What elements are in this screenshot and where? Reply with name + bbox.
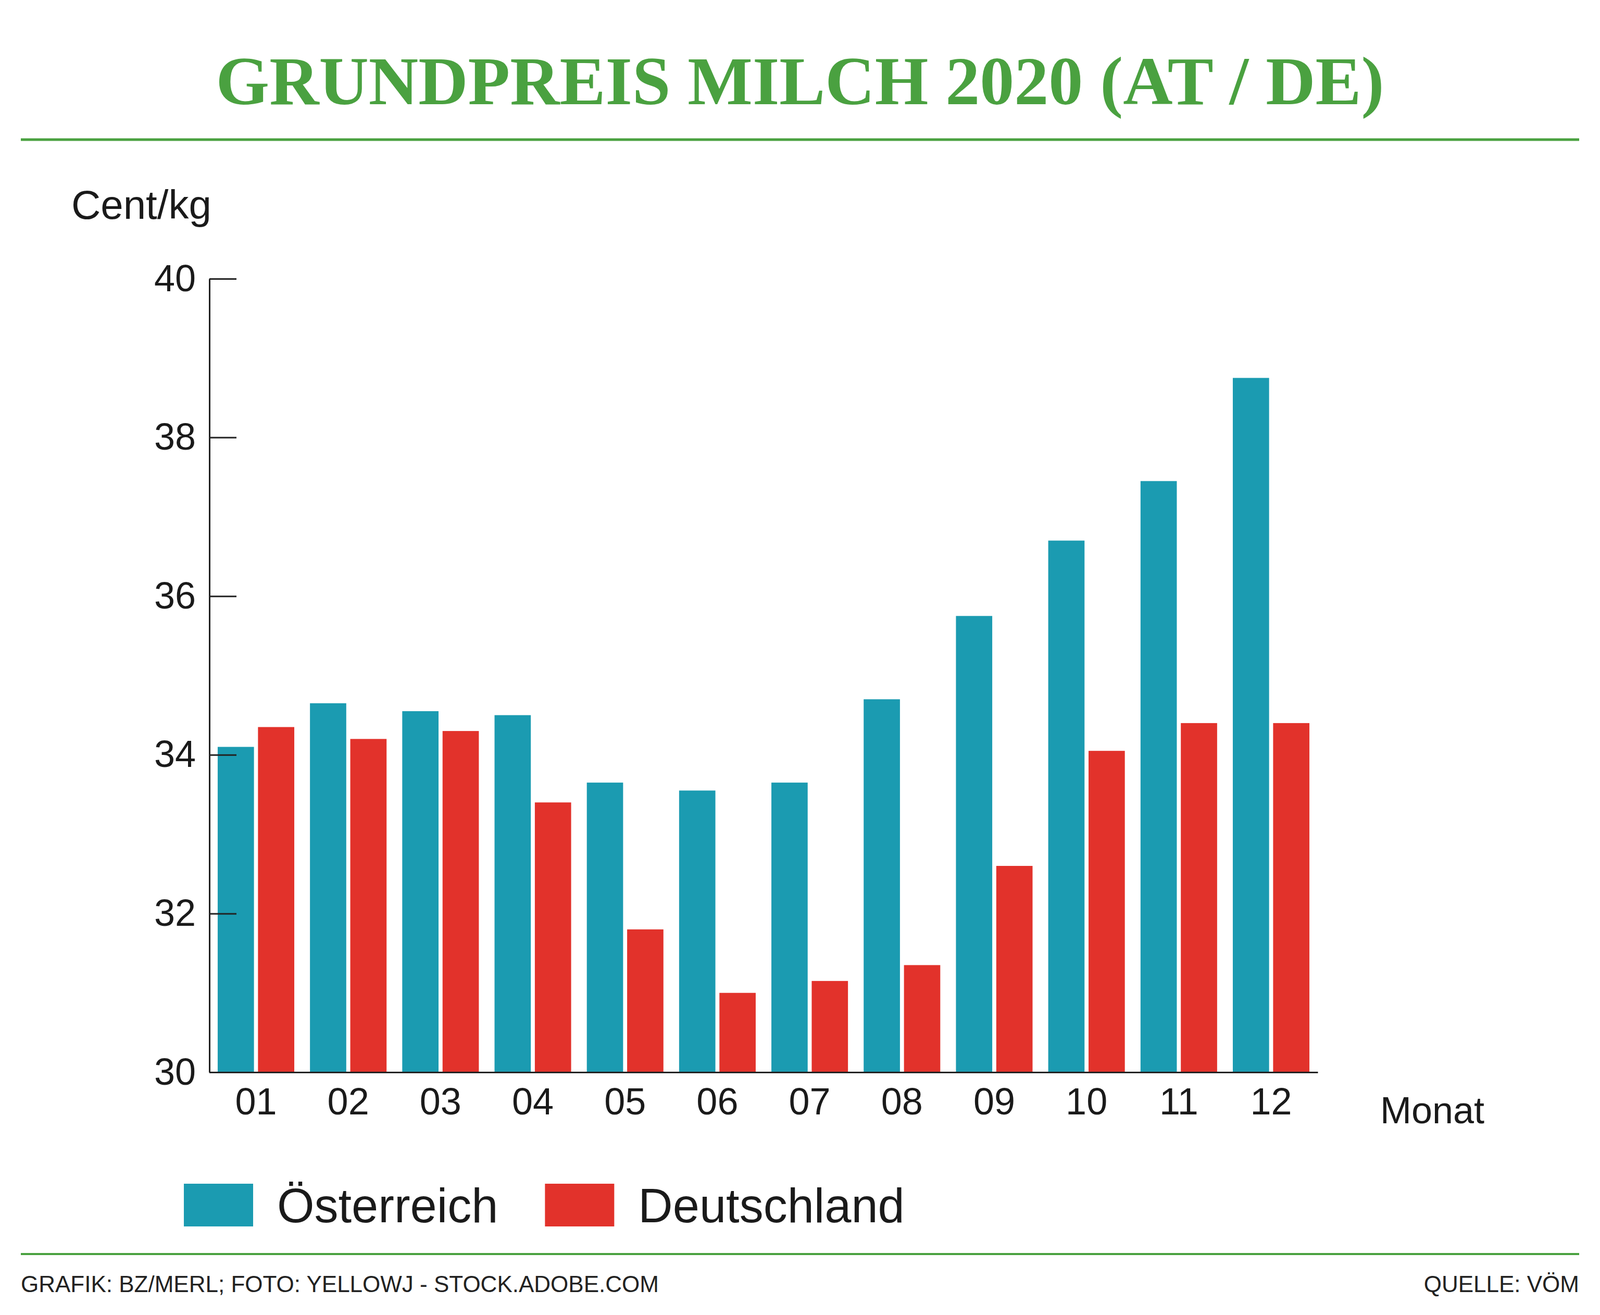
bar [1048, 540, 1085, 1072]
bar [955, 615, 993, 1072]
x-tick: 08 [881, 1071, 923, 1122]
x-tick-label: 06 [696, 1080, 739, 1122]
x-tick-label: 05 [604, 1080, 646, 1122]
bar [627, 929, 664, 1072]
x-tick: 01 [234, 1071, 277, 1122]
bar [402, 710, 439, 1072]
x-tick-label: 07 [789, 1080, 831, 1122]
y-tick: 40 [154, 257, 237, 299]
background [0, 0, 1600, 1315]
y-tick-mark [209, 595, 237, 597]
title-rule [20, 138, 1580, 142]
legend-swatch [183, 1183, 254, 1227]
series-bars [217, 377, 1270, 1072]
x-axis: 01 02 03 04 05 06 07 08 09 10 11 12 [209, 1071, 1319, 1122]
x-tick: 04 [511, 1071, 554, 1122]
x-tick: 05 [604, 1071, 646, 1122]
bar [1232, 377, 1270, 1072]
bar [811, 980, 848, 1072]
x-tick: 12 [1250, 1071, 1292, 1122]
y-tick-mark [209, 912, 237, 915]
chart: GRUNDPREIS MILCH 2020 (AT / DE)303234363… [0, 0, 1600, 1315]
credit: GRAFIK: BZ/MERL; FOTO: YELLOWJ - STOCK.A… [20, 1270, 659, 1297]
x-tick-label: 11 [1159, 1080, 1199, 1122]
y-axis-line [208, 279, 211, 1073]
bar [217, 746, 255, 1072]
x-tick-label: 03 [419, 1080, 462, 1122]
x-tick: 09 [973, 1071, 1016, 1122]
bar [719, 992, 756, 1072]
bar [442, 730, 480, 1072]
title: GRUNDPREIS MILCH 2020 (AT / DE) [216, 42, 1385, 120]
bar [309, 703, 347, 1072]
y-tick: 34 [154, 732, 237, 775]
legend-swatch [544, 1183, 615, 1227]
y-tick-label: 38 [154, 415, 196, 458]
x-tick-label: 02 [327, 1080, 370, 1122]
x-tick-label: 10 [1065, 1080, 1108, 1122]
y-tick-mark [209, 754, 237, 756]
bar [257, 726, 295, 1072]
y-tick-label: 36 [154, 574, 196, 617]
source: QUELLE: VÖM [1423, 1270, 1580, 1297]
x-axis-title: Monat [1380, 1089, 1485, 1131]
y-tick-label: 32 [154, 891, 196, 934]
bar [904, 964, 941, 1072]
bar [679, 790, 716, 1072]
x-tick-label: 04 [511, 1080, 554, 1122]
footer-rule [20, 1252, 1580, 1255]
x-tick: 07 [789, 1071, 831, 1122]
x-axis-line [209, 1071, 1319, 1073]
y-tick: 38 [154, 415, 237, 458]
bar [1272, 722, 1310, 1072]
y-tick-label: 40 [154, 257, 196, 299]
x-tick: 03 [419, 1071, 462, 1122]
x-tick-label: 01 [234, 1080, 277, 1122]
x-tick: 06 [696, 1071, 739, 1122]
x-tick-label: 09 [973, 1080, 1016, 1122]
bar [863, 698, 900, 1072]
legend-item: Österreich [183, 1178, 498, 1232]
y-tick: 32 [154, 891, 237, 934]
y-tick-mark [209, 436, 237, 439]
bar [586, 782, 624, 1072]
legend-item: Deutschland [544, 1178, 905, 1232]
bars [217, 377, 1310, 1072]
series-bars [257, 722, 1310, 1072]
x-tick: 02 [327, 1071, 370, 1122]
bar [1180, 722, 1218, 1072]
bar [534, 802, 572, 1072]
legend-label: Österreich [277, 1178, 498, 1232]
x-tick-label: 12 [1250, 1080, 1292, 1122]
legend-label: Deutschland [638, 1178, 905, 1232]
bar [350, 738, 387, 1072]
x-tick: 11 [1159, 1071, 1199, 1122]
y-tick: 30 [154, 1050, 237, 1093]
y-tick-label: 30 [154, 1050, 196, 1093]
bar [494, 715, 532, 1072]
legend: Österreich Deutschland [183, 1178, 905, 1232]
y-tick: 36 [154, 574, 237, 617]
bar [996, 865, 1033, 1072]
x-tick: 10 [1065, 1071, 1108, 1122]
y-tick-mark [209, 278, 237, 280]
bar [771, 782, 808, 1072]
y-axis-title: Cent/kg [71, 181, 212, 228]
y-axis: 30 32 34 36 38 40 [154, 257, 237, 1093]
y-tick-label: 34 [154, 732, 196, 775]
x-tick-label: 08 [881, 1080, 923, 1122]
bar [1088, 750, 1125, 1072]
bar [1140, 480, 1178, 1072]
